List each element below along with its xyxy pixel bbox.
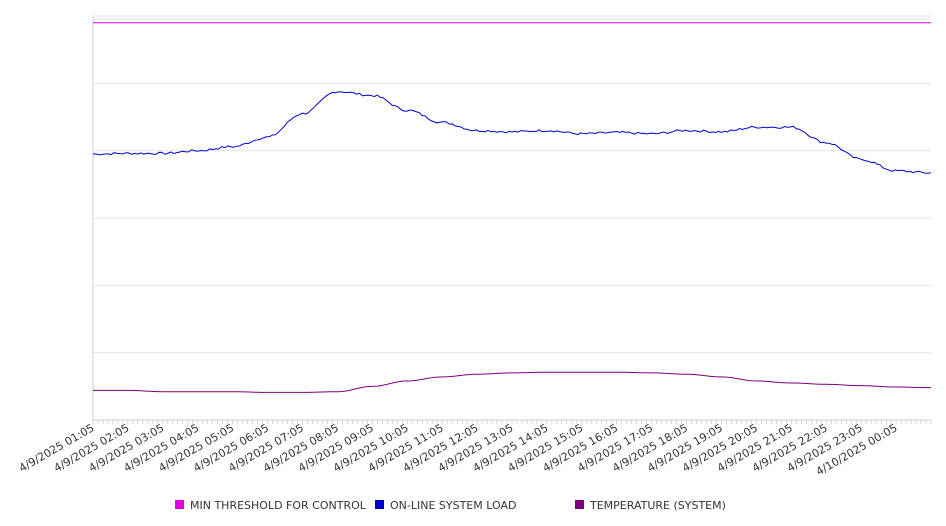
legend-swatch-min-threshold-for-control (175, 500, 184, 509)
legend-swatch-temperature-system (575, 500, 584, 509)
legend-label-on-line-system-load: ON-LINE SYSTEM LOAD (390, 499, 516, 512)
legend-label-min-threshold-for-control: MIN THRESHOLD FOR CONTROL (190, 499, 367, 512)
series-line-on-line-system-load (92, 91, 932, 174)
series-line-temperature-system (93, 371, 932, 393)
axes (92, 16, 932, 424)
grid-lines (93, 15, 931, 354)
legend: MIN THRESHOLD FOR CONTROL ON-LINE SYSTEM … (175, 499, 726, 512)
legend-label-temperature-system: TEMPERATURE (SYSTEM) (589, 499, 726, 512)
series-lines (92, 22, 932, 393)
x-axis-tick-labels: 4/9/2025 01:054/9/2025 02:054/9/2025 03:… (17, 421, 900, 478)
legend-swatch-on-line-system-load (375, 500, 384, 509)
